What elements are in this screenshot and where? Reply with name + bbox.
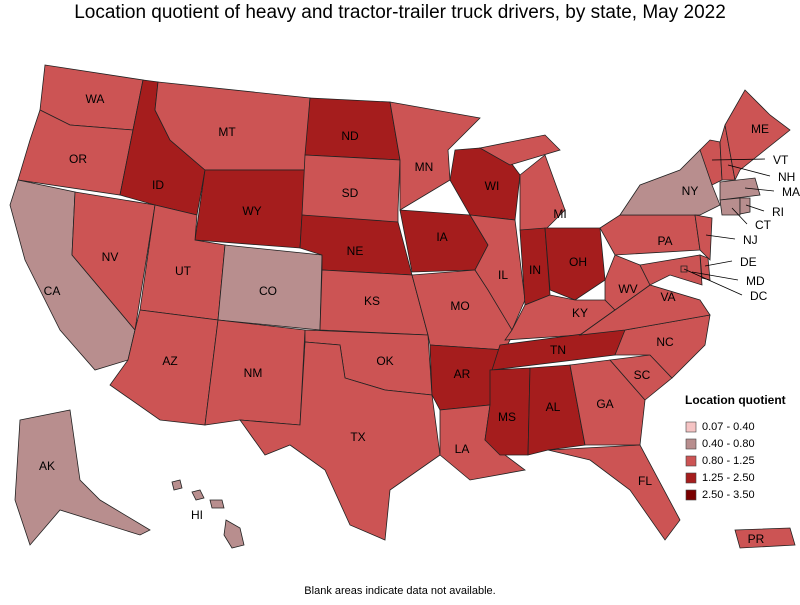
state-label: NC: [656, 335, 674, 349]
legend: 0.07 - 0.40 0.40 - 0.80 0.80 - 1.25 1.25 - …: [685, 421, 755, 501]
state-shape: [569, 359, 646, 446]
state-label: ND: [341, 129, 359, 143]
legend-swatch: [685, 472, 697, 484]
labels: WA OR CA NV ID MT WY UT AZ CO NM ND SD NE KS OK TX MN IA MO…: [39, 92, 800, 546]
legend-swatch: [685, 438, 697, 450]
state-label: AR: [454, 367, 471, 381]
state-shape: [527, 364, 586, 456]
state-shape: [739, 197, 751, 215]
state-label: ME: [751, 122, 769, 136]
state-label: RI: [772, 205, 784, 219]
state-label: SC: [634, 368, 651, 382]
state-label: WA: [86, 92, 105, 106]
state-shape: [519, 154, 566, 231]
state-label: IA: [436, 230, 447, 244]
state-label: MD: [746, 274, 765, 288]
state-shape: [223, 519, 245, 549]
state-label: ID: [152, 178, 164, 192]
state-label: PA: [657, 234, 672, 248]
state-label: MI: [553, 207, 566, 221]
state-shape: [478, 134, 561, 166]
state-label: MA: [782, 185, 800, 199]
leader-line: [683, 268, 743, 296]
state-label: TX: [350, 430, 365, 444]
state-shape: [14, 409, 151, 546]
state-shape: [719, 177, 761, 201]
footnote: Blank areas indicate data not available.: [304, 585, 495, 597]
leader-line: [744, 187, 775, 192]
leader-line: [705, 234, 736, 240]
leader-line: [731, 207, 748, 225]
state-label: OR: [69, 152, 87, 166]
legend-label: 2.50 - 3.50: [702, 489, 755, 501]
state-shape: [171, 479, 183, 491]
state-shape: [209, 499, 225, 509]
state-label: WY: [242, 204, 261, 218]
state-label: OK: [376, 354, 393, 368]
state-shape: [544, 227, 606, 301]
state-label: DE: [740, 255, 757, 269]
state-shape: [239, 341, 441, 541]
legend-title: Location quotient: [685, 393, 786, 407]
state-label: OH: [569, 255, 587, 269]
state-label: AL: [546, 400, 561, 414]
state-label: KS: [364, 294, 380, 308]
state-label: PR: [748, 532, 765, 546]
legend-label: 0.40 - 0.80: [702, 438, 755, 450]
state-label: NE: [347, 244, 364, 258]
state-label: SD: [342, 186, 359, 200]
state-label: MS: [498, 410, 516, 424]
legend-swatch: [685, 489, 697, 501]
state-shape: [191, 489, 205, 501]
leader-line: [727, 164, 771, 177]
leader-line: [704, 260, 733, 267]
state-label: LA: [455, 442, 470, 456]
state-label: GA: [596, 397, 613, 411]
state-shape: [469, 214, 526, 331]
state-label: NJ: [743, 233, 758, 247]
map-title: Location quotient of heavy and tractor-t…: [74, 2, 726, 23]
state-label: CO: [259, 284, 277, 298]
state-shape: [719, 197, 741, 216]
legend-label: 0.07 - 0.40: [702, 421, 755, 433]
state-label: AZ: [162, 354, 177, 368]
state-label: VT: [773, 153, 789, 167]
state-label: NH: [778, 170, 795, 184]
state-label: WI: [485, 179, 500, 193]
state-label: KY: [572, 306, 588, 320]
state-label: AK: [39, 459, 55, 473]
state-label: WV: [618, 282, 637, 296]
state-label: MN: [415, 160, 434, 174]
state-shape: [599, 214, 701, 256]
state-shape: [734, 527, 796, 549]
state-label: VA: [660, 290, 675, 304]
legend-swatch: [685, 455, 697, 467]
state-label: NM: [244, 366, 263, 380]
state-shape: [694, 214, 713, 261]
state-label: NV: [102, 250, 119, 264]
state-shape: [639, 254, 703, 286]
legend-label: 0.80 - 1.25: [702, 455, 755, 467]
state-label: NY: [682, 184, 699, 198]
state-shape: [301, 154, 401, 226]
leader-line: [691, 271, 739, 281]
state-label: MO: [450, 299, 469, 313]
legend-label: 1.25 - 2.50: [702, 472, 755, 484]
state-label: HI: [191, 508, 203, 522]
leader-line: [711, 158, 766, 161]
states: [9, 64, 796, 549]
state-shape: [547, 444, 681, 541]
state-label: IL: [498, 268, 508, 282]
state-label: IN: [529, 263, 541, 277]
leader-line: [745, 204, 765, 212]
state-label: TN: [550, 343, 566, 357]
state-label: UT: [175, 264, 192, 278]
state-label: DC: [750, 289, 768, 303]
state-label: CT: [755, 218, 772, 232]
state-label: MT: [218, 125, 236, 139]
state-label: FL: [638, 474, 652, 488]
state-label: CA: [44, 284, 61, 298]
legend-swatch: [685, 421, 697, 433]
